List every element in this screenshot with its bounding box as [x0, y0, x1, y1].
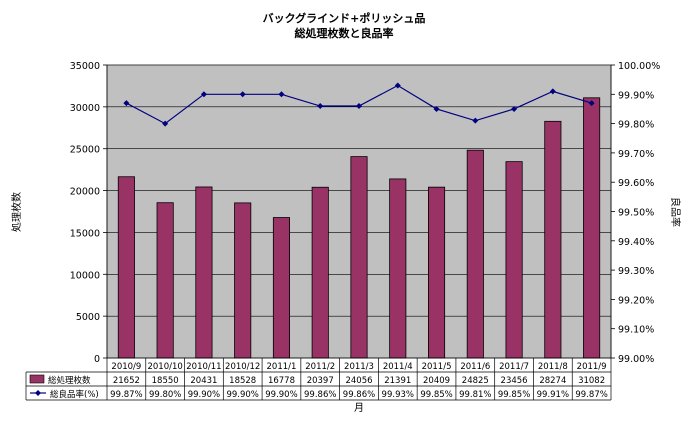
bar — [350, 156, 368, 359]
left-tick-label: 5000 — [76, 312, 100, 323]
rate-value-label: 99.90% — [226, 390, 258, 400]
right-tick-label: 99.10% — [618, 325, 654, 336]
bar-value-label: 18528 — [229, 376, 256, 386]
bar-value-label: 18550 — [152, 376, 179, 386]
bar-value-label: 21391 — [384, 376, 411, 386]
x-tick-label: 2011/8 — [538, 362, 568, 372]
bar-value-label: 20397 — [307, 376, 334, 386]
left-tick-label: 30000 — [70, 103, 100, 114]
right-axis: 99.00% 99.10% 99.20% 99.30% 99.40% 99.50% 99.6… — [610, 61, 660, 365]
right-tick-label: 99.90% — [618, 90, 654, 101]
rate-marker — [239, 91, 246, 98]
rate-value-label: 99.90% — [265, 390, 297, 400]
rate-value-label: 99.86% — [343, 390, 375, 400]
rate-marker — [472, 117, 479, 124]
rate-marker — [200, 91, 207, 98]
y-axis-right-label: 良品率 — [669, 197, 682, 227]
x-tick-label: 2011/9 — [577, 362, 607, 372]
bar-value-label: 20409 — [423, 376, 450, 386]
bar — [311, 186, 329, 359]
bar — [117, 176, 135, 359]
rate-marker — [588, 100, 595, 107]
rate-value-label: 99.93% — [382, 390, 414, 400]
right-tick-label: 99.40% — [618, 237, 654, 248]
left-tick-label: 20000 — [70, 187, 100, 198]
left-tick-label: 15000 — [70, 228, 100, 239]
bar-value-label: 16778 — [268, 376, 295, 386]
chart-title-line2: 総処理枚数と良品率 — [295, 26, 394, 40]
left-tick-label: 0 — [94, 354, 100, 365]
rate-marker — [278, 91, 285, 98]
x-tick-label: 2010/9 — [111, 362, 141, 372]
legend-label-rate: 総良品率(%) — [50, 389, 99, 400]
y-axis-left-label: 処理枚数 — [10, 192, 23, 232]
right-tick-label: 99.00% — [618, 354, 654, 365]
x-tick-label: 2011/4 — [383, 362, 413, 372]
rate-value-label: 99.87% — [110, 390, 142, 400]
bar — [583, 97, 601, 359]
x-tick-label: 2011/1 — [267, 362, 297, 372]
x-axis-label: 月 — [354, 402, 364, 414]
rate-value-label: 99.80% — [149, 390, 181, 400]
rate-marker — [123, 100, 130, 107]
legend-label-bars: 総処理枚数 — [48, 375, 91, 386]
rate-marker — [317, 103, 324, 110]
x-tick-label: 2011/2 — [305, 362, 335, 372]
bar-value-label: 23456 — [501, 376, 528, 386]
x-tick-label: 2010/11 — [186, 362, 221, 372]
left-axis: 0 5000 10000 15000 20000 25000 30000 35000 — [70, 61, 108, 365]
rate-marker — [356, 103, 362, 110]
data-table: 2010/9 2010/10 2010/11 2010/12 2011/1 2011/2 2… — [25, 357, 612, 401]
x-tick-label: 2011/3 — [344, 362, 374, 372]
rate-value-label: 99.91% — [537, 390, 569, 400]
rate-markers — [123, 82, 595, 127]
bar-value-label: 21652 — [113, 376, 140, 386]
bar — [466, 149, 484, 359]
bar — [156, 202, 174, 359]
bar — [272, 217, 291, 359]
x-tick-label: 2011/5 — [422, 362, 452, 372]
bar — [234, 202, 252, 359]
legend-swatch-bars — [29, 374, 45, 384]
rate-value-label: 99.90% — [188, 390, 220, 400]
left-tick-label: 35000 — [70, 61, 100, 72]
x-tick-label: 2011/6 — [460, 362, 490, 372]
chart-title-line1: バックグラインド+ポリッシュ品 — [263, 11, 426, 25]
x-tick-label: 2010/10 — [147, 362, 182, 372]
legend-marker-rate — [35, 390, 41, 396]
bar-value-label: 28274 — [539, 376, 566, 386]
left-tick-label: 25000 — [70, 145, 100, 156]
rate-value-label: 99.86% — [304, 390, 336, 400]
bar-series — [117, 97, 601, 359]
rate-marker — [162, 120, 169, 127]
left-tick-label: 10000 — [70, 270, 100, 281]
right-tick-label: 100.00% — [618, 61, 660, 72]
bar — [544, 120, 562, 359]
right-tick-label: 99.50% — [618, 208, 654, 219]
right-tick-label: 99.30% — [618, 266, 654, 277]
bar-value-label: 20431 — [190, 376, 217, 386]
x-tick-label: 2011/7 — [499, 362, 529, 372]
rate-value-label: 99.85% — [498, 390, 530, 400]
rate-marker — [549, 88, 556, 95]
right-tick-label: 99.20% — [618, 295, 654, 306]
right-tick-label: 99.60% — [618, 178, 654, 189]
rate-value-label: 99.85% — [420, 390, 452, 400]
bar — [389, 178, 407, 359]
rate-marker — [394, 82, 401, 89]
right-tick-label: 99.70% — [618, 149, 654, 160]
x-tick-label: 2010/12 — [225, 362, 260, 372]
rate-marker — [433, 105, 440, 112]
bar-value-label: 24056 — [345, 376, 372, 386]
right-tick-label: 99.80% — [618, 120, 654, 131]
bar — [195, 186, 213, 359]
bar-value-label: 24825 — [462, 376, 489, 386]
bar-value-label: 31082 — [578, 376, 605, 386]
bar — [505, 161, 523, 359]
rate-marker — [511, 105, 518, 112]
bar — [427, 186, 446, 359]
rate-value-label: 99.81% — [459, 390, 491, 400]
rate-value-label: 99.87% — [575, 390, 607, 400]
